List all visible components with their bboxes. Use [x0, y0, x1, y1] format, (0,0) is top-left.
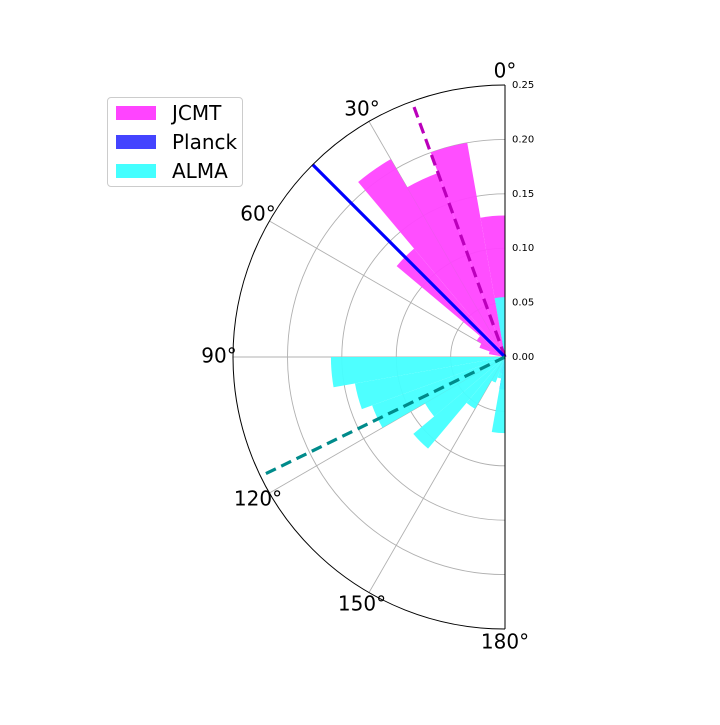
theta-tick-label-150: 150° — [338, 592, 386, 616]
reference-line-2 — [259, 355, 506, 478]
axis-layer — [232, 84, 506, 630]
theta-tick-label-180: 180° — [481, 630, 529, 654]
r-tick-label-0: 0.00 — [512, 352, 534, 363]
reference-line-1 — [311, 163, 507, 359]
bar-jcmt-7 — [488, 351, 505, 357]
bar-alma-8 — [497, 357, 505, 379]
bar-jcmt-2 — [407, 172, 505, 357]
theta-tick-label-30: 30° — [344, 97, 379, 121]
legend-label-1: Planck — [172, 130, 238, 154]
theta-grid-line-5 — [368, 356, 506, 593]
theta-tick-label-60: 60° — [240, 202, 275, 226]
legend-item-1: Planck — [116, 129, 237, 155]
legend-item-0: JCMT — [116, 100, 221, 126]
outer-frame-arc — [232, 84, 506, 630]
reference-line-0 — [410, 100, 507, 358]
legend-swatch-0 — [116, 106, 156, 120]
r-tick-label-1: 0.05 — [512, 298, 534, 309]
bar-jcmt-6 — [479, 343, 505, 357]
bar-alma-6 — [466, 357, 505, 409]
bar-alma-4 — [424, 357, 505, 417]
lines-layer — [259, 100, 507, 478]
bar-alma-1 — [330, 357, 505, 388]
r-tick-label-2: 0.10 — [512, 243, 534, 254]
theta-tick-label-90: 90° — [201, 344, 236, 368]
bar-alma-5 — [413, 357, 505, 449]
legend-swatch-2 — [116, 164, 156, 178]
legend: JCMT Planck ALMA — [107, 97, 243, 187]
theta-tick-label-120: 120° — [234, 487, 282, 511]
r-tick-label-5: 0.25 — [512, 80, 534, 91]
theta-grid-line-2 — [269, 220, 506, 358]
r-tick-label-3: 0.15 — [512, 189, 534, 200]
legend-label-0: JCMT — [172, 101, 222, 125]
bar-alma-0 — [494, 297, 505, 357]
legend-swatch-1 — [116, 135, 156, 149]
bar-jcmt-3 — [358, 159, 505, 357]
theta-tick-label-0: 0° — [494, 59, 517, 83]
bar-alma-9 — [491, 357, 505, 434]
legend-label-2: ALMA — [172, 159, 228, 183]
legend-item-2: ALMA — [116, 158, 228, 184]
labels-layer: 0° 30° 60° 90° 120° 150° 180° 0.00 0.05 0.10 0.15 0… — [201, 59, 534, 654]
bar-alma-7 — [491, 357, 505, 383]
r-tick-label-4: 0.20 — [512, 134, 534, 145]
bar-alma-2 — [354, 357, 505, 410]
